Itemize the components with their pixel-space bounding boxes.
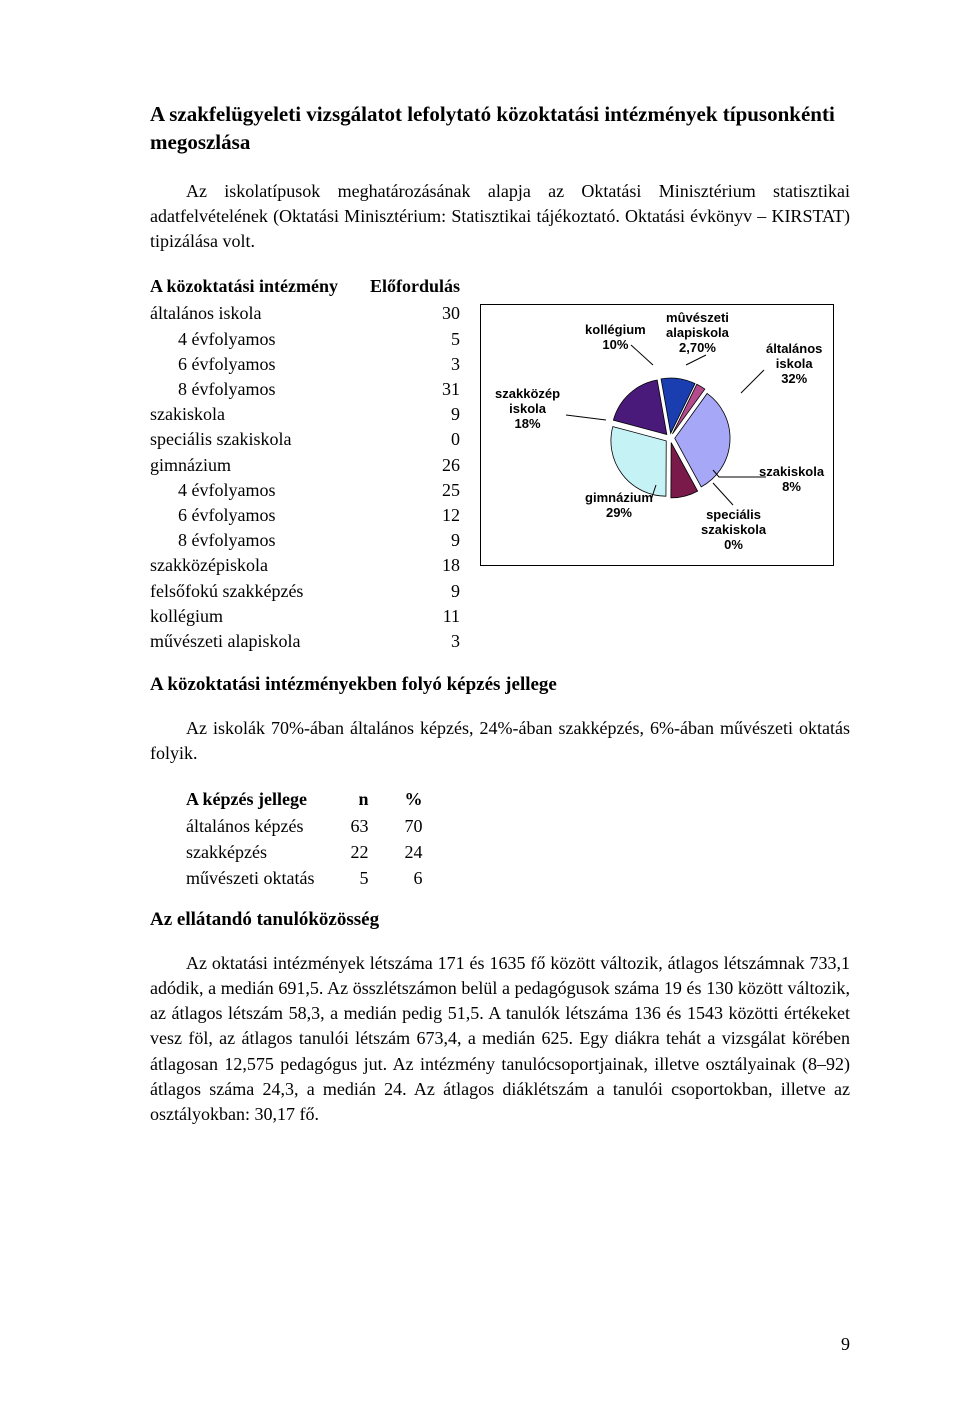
table-row-label: 6 évfolyamos (150, 503, 346, 528)
table-row-label: szakképzés (186, 839, 332, 865)
table-row-pct: 6 (386, 865, 440, 891)
section-heading-3: Az ellátandó tanulóközösség (150, 909, 850, 931)
t2-header-1: A képzés jellege (186, 786, 332, 812)
table-row-label: 4 évfolyamos (150, 327, 346, 352)
table-row-label: 8 évfolyamos (150, 377, 346, 402)
table-row-n: 5 (332, 865, 386, 891)
pie-label-gimnazium: gimnázium 29% (585, 491, 653, 521)
table-row-value: 18 (346, 553, 466, 578)
pie-chart: kollégium 10% mûvészeti alapiskola 2,70%… (480, 304, 834, 566)
table-chart-row: A közoktatási intézmény Előfordulás álta… (150, 274, 850, 654)
table-row-value: 0 (346, 427, 466, 452)
table-row-label: 4 évfolyamos (150, 478, 346, 503)
table-row-label: szakiskola (150, 402, 346, 427)
table-row-label: 8 évfolyamos (150, 528, 346, 553)
table-row-value: 30 (346, 301, 466, 326)
paragraph-1: Az iskolatípusok meghatározásának alapja… (150, 179, 850, 255)
section-heading-2: A közoktatási intézményekben folyó képzé… (150, 674, 850, 696)
t2-header-2: n (332, 786, 386, 812)
table-row-label: általános képzés (186, 813, 332, 839)
table-row-label: felsőfokú szakképzés (150, 579, 346, 604)
table-row-pct: 24 (386, 839, 440, 865)
table-row-label: szakközépiskola (150, 553, 346, 578)
table-row-value: 31 (346, 377, 466, 402)
section-heading-1: A szakfelügyeleti vizsgálatot lefolytató… (150, 100, 850, 157)
page: A szakfelügyeleti vizsgálatot lefolytató… (0, 0, 960, 1405)
table-row-label: általános iskola (150, 301, 346, 326)
table-header-2: Előfordulás (346, 274, 466, 301)
table-row-label: művészeti alapiskola (150, 629, 346, 654)
table-row-value: 9 (346, 402, 466, 427)
pie-slice (611, 427, 666, 497)
institution-table: A közoktatási intézmény Előfordulás álta… (150, 274, 466, 654)
pie-label-specialis: speciális szakiskola 0% (701, 508, 766, 553)
table-row-label: gimnázium (150, 453, 346, 478)
pie-label-szakkozep: szakközép iskola 18% (495, 387, 560, 432)
table-row-value: 3 (346, 629, 466, 654)
pie-slice (613, 380, 666, 434)
pie-label-kollegium: kollégium 10% (585, 323, 646, 353)
table-row-n: 22 (332, 839, 386, 865)
table-row-value: 12 (346, 503, 466, 528)
table-row-label: speciális szakiskola (150, 427, 346, 452)
pie-label-altalanos: általános iskola 32% (766, 342, 822, 387)
table-row-value: 3 (346, 352, 466, 377)
table-row-value: 5 (346, 327, 466, 352)
table-row-label: 6 évfolyamos (150, 352, 346, 377)
table-header-1: A közoktatási intézmény (150, 274, 346, 301)
table-row-value: 9 (346, 528, 466, 553)
paragraph-3: Az oktatási intézmények létszáma 171 és … (150, 951, 850, 1127)
table-row-pct: 70 (386, 813, 440, 839)
training-type-table: A képzés jellege n % általános képzés637… (186, 786, 440, 890)
page-number: 9 (841, 1334, 850, 1355)
table-row-label: kollégium (150, 604, 346, 629)
paragraph-2: Az iskolák 70%-ában általános képzés, 24… (150, 716, 850, 766)
table-row-value: 26 (346, 453, 466, 478)
table-row-value: 9 (346, 579, 466, 604)
table-row-label: művészeti oktatás (186, 865, 332, 891)
pie-label-szakiskola: szakiskola 8% (759, 465, 824, 495)
t2-header-3: % (386, 786, 440, 812)
pie-label-muveszeti: mûvészeti alapiskola 2,70% (666, 311, 729, 356)
table-row-value: 11 (346, 604, 466, 629)
table-row-value: 25 (346, 478, 466, 503)
table-row-n: 63 (332, 813, 386, 839)
